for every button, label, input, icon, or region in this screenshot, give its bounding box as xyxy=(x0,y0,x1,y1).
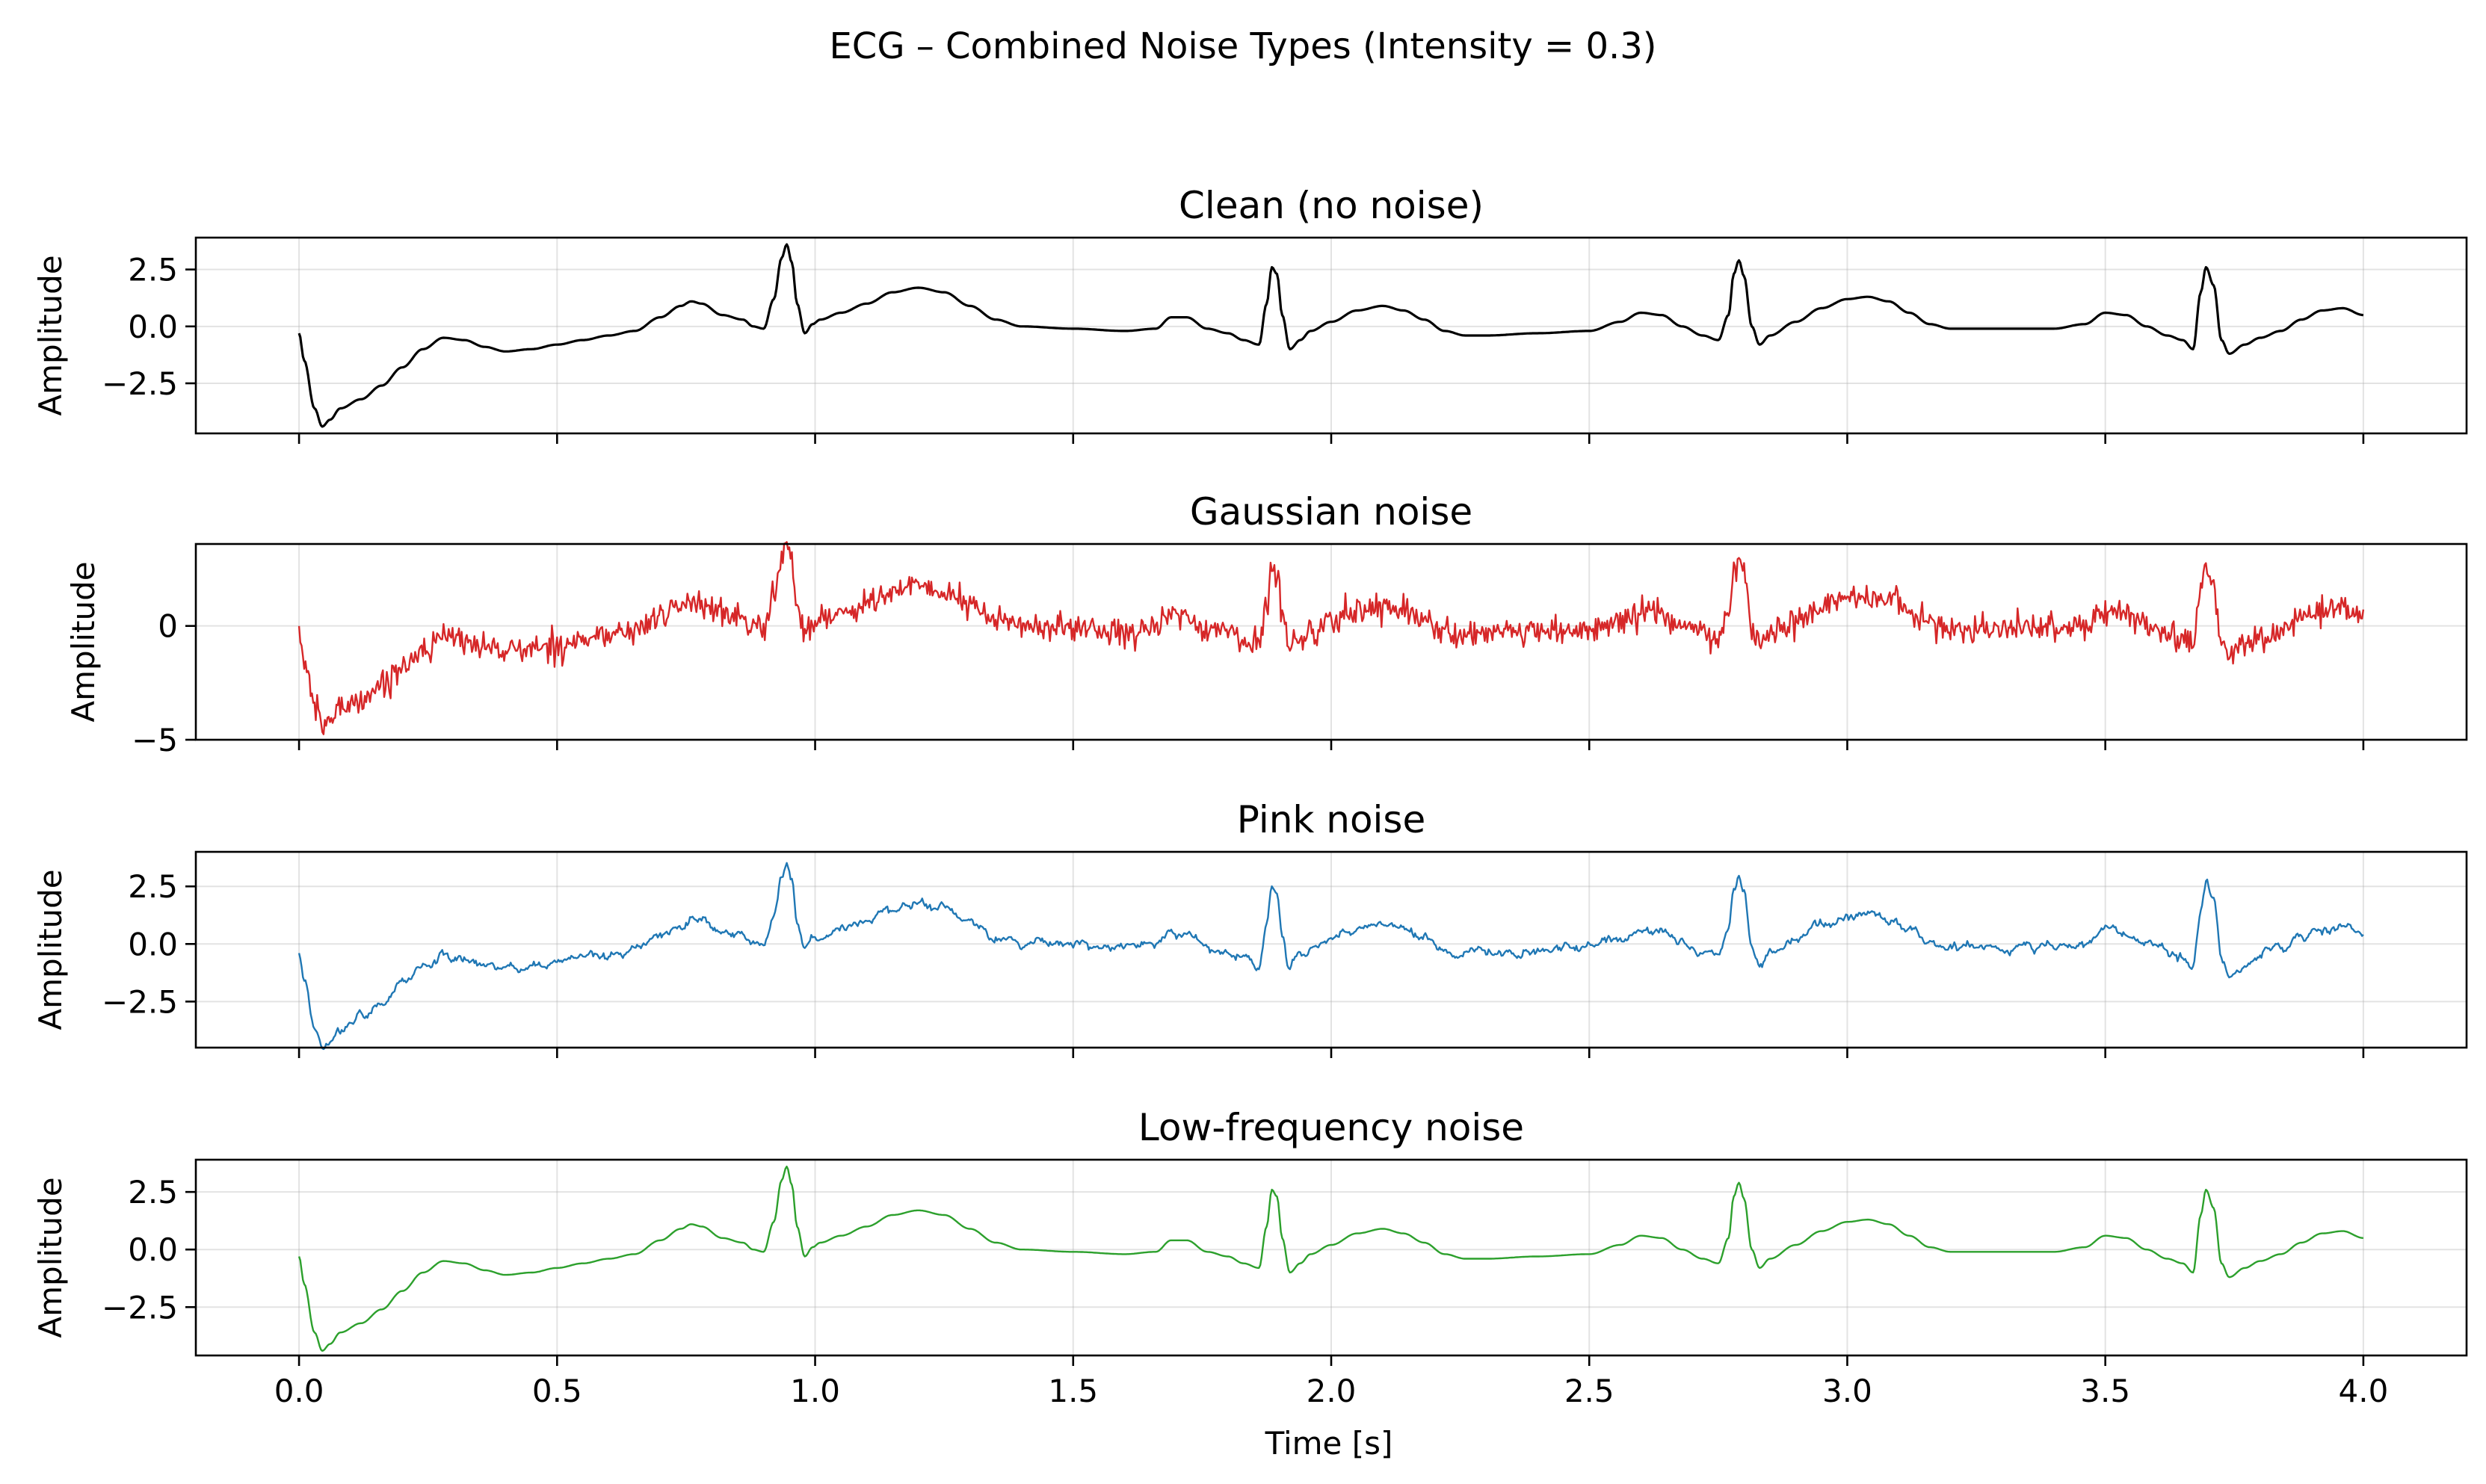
x-axis-label: Time [s] xyxy=(1265,1425,1393,1462)
subplot-2: −5 0 Gaussian noise Amplitude xyxy=(65,490,2468,758)
subplot-title: Pink noise xyxy=(1237,798,1425,841)
y-tick-label: 0 xyxy=(158,608,178,645)
series-line xyxy=(297,862,2364,1051)
x-tick-label: 0.5 xyxy=(532,1373,582,1409)
subplot-4: −2.5 0.0 2.5 Low-frequency noise Amplitude 0.… xyxy=(32,1106,2468,1409)
y-tick-label: 2.5 xyxy=(128,252,178,288)
y-tick-label: −2.5 xyxy=(102,365,178,402)
x-tick-label: 0.0 xyxy=(274,1373,324,1409)
x-tick-label: 4.0 xyxy=(2339,1373,2389,1409)
y-tick-label: −2.5 xyxy=(102,1289,178,1326)
subplot-title: Gaussian noise xyxy=(1190,490,1472,534)
subplot-title: Clean (no noise) xyxy=(1179,184,1484,227)
subplot-1: −2.5 0.0 2.5 Clean (no noise) Amplitude xyxy=(32,184,2468,444)
figure-title: ECG – Combined Noise Types (Intensity = … xyxy=(829,25,1656,67)
y-tick-label: −5 xyxy=(132,722,178,758)
series-line xyxy=(297,541,2365,735)
y-axis-label: Amplitude xyxy=(32,255,69,415)
y-axis-label: Amplitude xyxy=(32,869,69,1030)
subplot-3: −2.5 0.0 2.5 Pink noise Amplitude xyxy=(32,798,2468,1058)
y-axis-label: Amplitude xyxy=(32,1177,69,1338)
y-tick-label: 0.0 xyxy=(128,309,178,345)
y-tick-label: 2.5 xyxy=(128,868,178,905)
x-tick-label: 1.0 xyxy=(790,1373,840,1409)
grid xyxy=(196,1160,2467,1355)
x-tick-label: 3.0 xyxy=(1822,1373,1872,1409)
x-tick-label: 1.5 xyxy=(1048,1373,1098,1409)
y-tick-label: 0.0 xyxy=(128,926,178,962)
x-tick-label: 3.5 xyxy=(2080,1373,2130,1409)
y-tick-label: −2.5 xyxy=(102,983,178,1020)
x-tick-label: 2.5 xyxy=(1564,1373,1614,1409)
grid xyxy=(196,852,2467,1048)
x-tick-label: 2.0 xyxy=(1307,1373,1357,1409)
y-tick-label: 0.0 xyxy=(128,1231,178,1268)
y-tick-label: 2.5 xyxy=(128,1174,178,1211)
y-axis-label: Amplitude xyxy=(65,561,102,722)
series-line xyxy=(297,1166,2363,1352)
subplot-title: Low-frequency noise xyxy=(1138,1106,1524,1149)
grid xyxy=(196,238,2467,433)
series-line xyxy=(297,243,2363,428)
